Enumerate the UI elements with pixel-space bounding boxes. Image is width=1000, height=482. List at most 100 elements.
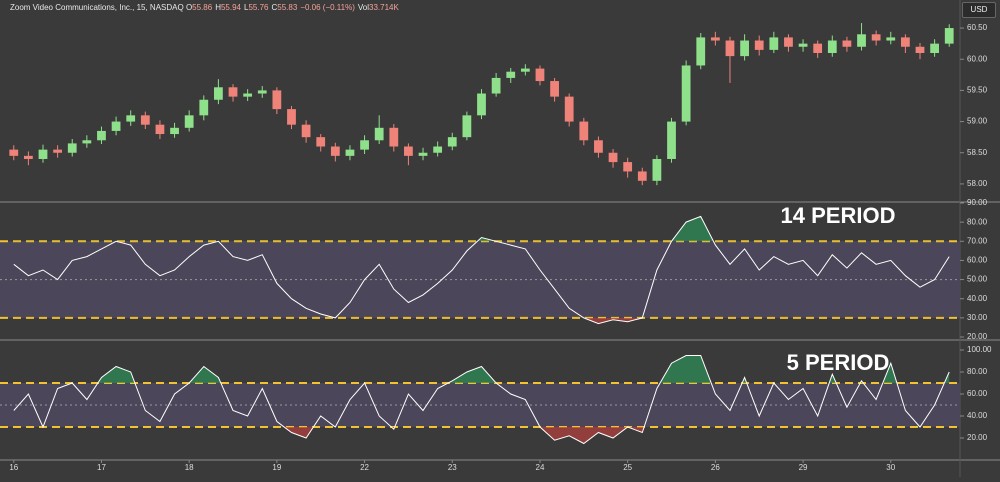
candle-body [769, 37, 779, 50]
y-tick-label: 40.00 [967, 294, 988, 303]
y-tick-label: 60.00 [967, 54, 988, 63]
candle-body [520, 68, 530, 72]
y-tick-label: 80.00 [967, 217, 988, 226]
candle-body [915, 46, 925, 53]
candle-body [637, 171, 647, 181]
candle-body [462, 115, 472, 138]
candle-body [550, 81, 559, 97]
candle-body [184, 115, 194, 128]
y-tick-label: 20.00 [967, 433, 988, 442]
candle-body [287, 109, 296, 125]
candle-body [696, 37, 706, 66]
x-tick-label: 29 [799, 463, 808, 472]
candle-body [871, 34, 881, 41]
ohlc-value: −0.06 (−0.11%) [300, 3, 355, 12]
candle-body [944, 28, 954, 44]
candle-body [418, 152, 428, 156]
candle-body [608, 152, 618, 163]
candle-body [389, 127, 399, 147]
y-tick-label: 59.50 [967, 86, 988, 95]
candle-body [301, 124, 311, 138]
y-tick-label: 40.00 [967, 411, 988, 420]
candle-body [97, 130, 106, 141]
ohlc-label: Vol [357, 3, 369, 12]
ohlc-label: O [185, 3, 193, 12]
candle-body [155, 124, 165, 135]
annotation: 5 PERIOD [787, 350, 890, 375]
candle-body [433, 146, 443, 153]
candle-body [404, 146, 413, 156]
candle-body [798, 43, 808, 47]
candle-body [272, 90, 282, 110]
ohlc-value: 55.76 [248, 3, 269, 12]
candle-body [24, 155, 33, 159]
candle-body [126, 115, 136, 122]
x-tick-label: 30 [886, 463, 895, 472]
zone-fill [477, 216, 714, 242]
candle-body [447, 137, 457, 147]
x-tick-label: 24 [536, 463, 545, 472]
symbol: Zoom Video Communications, Inc., 15, NAS… [10, 3, 184, 12]
ohlc: O55.86 H55.94 L55.76 C55.83 −0.06 (−0.11%) Vo… [186, 3, 402, 12]
candle-body [886, 37, 896, 41]
candle-body [564, 96, 574, 122]
candle-body [140, 115, 150, 125]
candle-body [491, 77, 501, 94]
currency-button[interactable]: USD [962, 2, 996, 18]
ohlc-value: 55.94 [220, 3, 242, 12]
candle-body [38, 149, 48, 159]
y-tick-label: 70.00 [967, 236, 988, 245]
candle-body [506, 71, 516, 78]
candle-body [360, 140, 369, 150]
x-tick-label: 17 [97, 463, 106, 472]
candle-body [725, 40, 735, 57]
y-tick-label: 30.00 [967, 313, 988, 322]
candle-body [170, 127, 179, 135]
x-tick-label: 18 [185, 463, 194, 472]
candle-body [111, 121, 121, 131]
zone-fill [335, 317, 643, 324]
ohlc-value: 55.83 [277, 3, 298, 12]
x-tick-label: 22 [360, 463, 369, 472]
candle-body [535, 68, 545, 82]
ohlc-value: 33.714K [369, 3, 399, 12]
candle-body [330, 146, 340, 156]
candle-body [243, 93, 253, 97]
candle-body [813, 43, 823, 53]
y-tick-label: 20.00 [967, 332, 988, 341]
candle-body [652, 158, 662, 181]
y-tick-label: 50.00 [967, 275, 988, 284]
candle-body [754, 40, 764, 50]
candle-body [316, 137, 326, 147]
y-tick-label: 60.00 [967, 389, 988, 398]
candle-body [374, 127, 384, 141]
candle-body [930, 43, 939, 53]
x-tick-label: 19 [272, 463, 281, 472]
candle-body [740, 40, 749, 57]
ohlc-label: L [244, 3, 249, 12]
candle-body [667, 121, 676, 159]
candle-body [53, 149, 63, 153]
y-tick-label: 80.00 [967, 367, 988, 376]
candle-body [594, 140, 603, 153]
ohlc-value: 55.86 [192, 3, 213, 12]
candle-body [257, 90, 267, 94]
candle-body [842, 40, 852, 47]
candle-body [827, 40, 837, 53]
annotation: 14 PERIOD [781, 203, 896, 228]
candle-body [857, 34, 866, 47]
candle-body [228, 87, 238, 97]
y-tick-label: 58.50 [967, 148, 988, 157]
x-tick-label: 23 [448, 463, 457, 472]
y-tick-label: 59.00 [967, 117, 988, 126]
indicator-line [13, 215, 950, 325]
indicator-line [13, 355, 950, 445]
candle-body [900, 37, 910, 47]
candle-body [345, 149, 355, 156]
candle-body [199, 99, 209, 116]
x-tick-label: 25 [623, 463, 632, 472]
candle-body [623, 162, 633, 172]
candle-body [477, 93, 486, 116]
y-tick-label: 90.00 [967, 198, 988, 207]
